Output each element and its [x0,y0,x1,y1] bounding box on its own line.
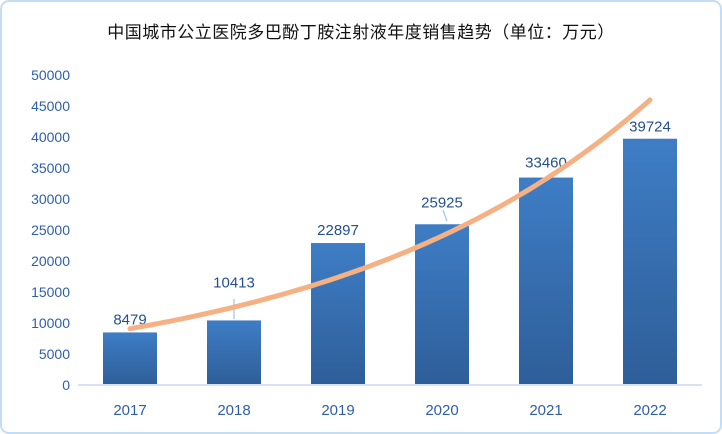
y-axis-tick-label: 45000 [31,98,70,114]
y-axis-tick-label: 5000 [39,346,70,362]
y-axis-tick-label: 20000 [31,253,70,269]
x-axis-label-2019: 2019 [321,402,354,419]
y-axis-tick-label: 30000 [31,191,70,207]
bar-value-label: 22897 [317,222,359,239]
x-axis-label-2021: 2021 [529,402,562,419]
y-axis-tick-label: 0 [62,377,70,393]
y-axis-tick-label: 35000 [31,160,70,176]
bar-2019 [311,243,365,385]
bar-value-label: 39724 [629,119,671,136]
bar-2018 [207,320,261,385]
x-axis-label-2017: 2017 [113,402,146,419]
bar-2017 [103,332,157,385]
data-label-leader-line [442,209,448,222]
bar-2021 [519,177,573,385]
x-axis-label-2018: 2018 [217,402,250,419]
chart-title: 中国城市公立医院多巴酚丁胺注射液年度销售趋势（单位：万元） [107,23,615,42]
x-axis-label-2020: 2020 [425,402,458,419]
bar-value-label: 10413 [213,274,255,291]
bar-2022 [623,138,677,385]
y-axis-tick-label: 10000 [31,315,70,331]
trend-line [127,97,653,332]
bar-value-label: 25925 [421,194,463,211]
bar-value-label: 8479 [113,311,146,328]
y-axis-tick-label: 40000 [31,129,70,145]
x-axis-label-2022: 2022 [633,402,666,419]
y-axis-tick-label: 15000 [31,284,70,300]
bar-2020 [415,224,469,385]
y-axis-tick-label: 50000 [31,67,70,83]
bar-value-label: 33460 [525,155,567,172]
y-axis-tick-label: 25000 [31,222,70,238]
